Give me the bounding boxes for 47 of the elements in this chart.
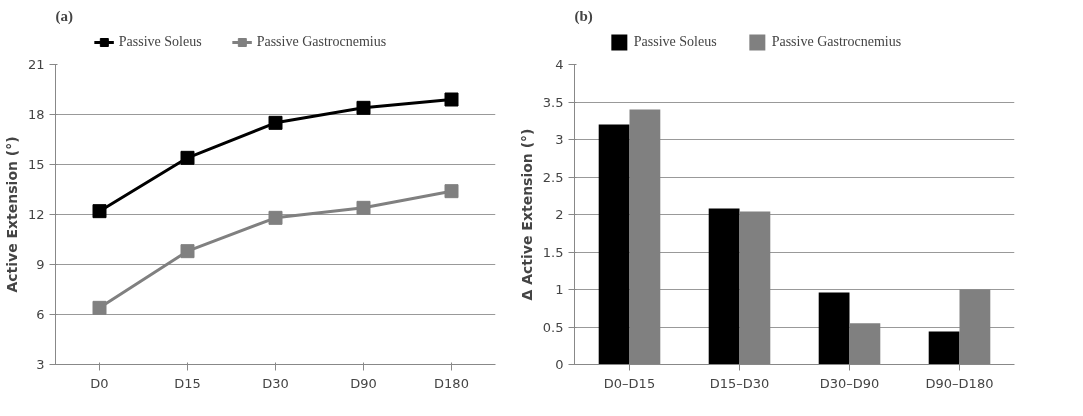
legend-label: Passive Soleus — [633, 34, 717, 50]
y-axis-title: Δ Active Extension (°) — [518, 128, 535, 301]
chart-title: (b) — [574, 7, 593, 25]
x-tick-label: D90–D180 — [925, 375, 994, 391]
point — [268, 115, 283, 130]
y-tick-label: 9 — [36, 257, 45, 272]
point — [444, 184, 459, 199]
y-tick-label: 0.5 — [542, 319, 564, 335]
y-tick-label: 2.5 — [542, 169, 564, 185]
x-tick-label: D0–D15 — [603, 375, 656, 391]
x-tick-label: D90 — [350, 375, 377, 391]
y-tick-label: 3 — [555, 132, 564, 147]
bar — [598, 124, 630, 365]
x-tick-label: D30–D90 — [819, 375, 880, 391]
y-tick-label: 15 — [27, 157, 45, 172]
y-tick-label: 3 — [36, 357, 45, 372]
bar — [818, 292, 850, 365]
point — [180, 244, 195, 259]
point — [92, 300, 107, 315]
bar — [928, 331, 960, 365]
x-tick-label: D0 — [90, 375, 109, 391]
y-tick-label: 0 — [555, 357, 564, 372]
chart-title: (a) — [55, 7, 73, 25]
x-tick-label: D15–D30 — [709, 375, 770, 391]
point — [356, 200, 371, 215]
point — [180, 150, 195, 165]
y-tick-label: 1 — [555, 282, 564, 297]
x-tick-label: D15 — [174, 375, 201, 391]
x-tick-label: D180 — [434, 375, 469, 391]
x-tick-label: D30 — [262, 375, 289, 391]
y-tick-label: 1.5 — [542, 244, 564, 260]
y-tick-label: 18 — [27, 107, 45, 122]
legend-label: Passive Gastrocnemius — [771, 34, 902, 50]
bar — [708, 208, 740, 365]
legend-label: Passive Gastrocnemius — [256, 34, 387, 50]
y-tick-label: 21 — [27, 57, 45, 72]
y-tick-label: 12 — [27, 207, 45, 222]
point — [444, 92, 459, 107]
point — [92, 204, 107, 219]
y-tick-label: 3.5 — [542, 94, 564, 110]
point — [356, 100, 371, 115]
y-tick-label: 4 — [555, 57, 564, 72]
legend-label: Passive Soleus — [118, 34, 202, 50]
y-axis-title: Active Extension (°) — [3, 136, 20, 293]
y-tick-label: 2 — [555, 207, 564, 222]
y-tick-label: 6 — [36, 307, 45, 322]
point — [268, 210, 283, 225]
